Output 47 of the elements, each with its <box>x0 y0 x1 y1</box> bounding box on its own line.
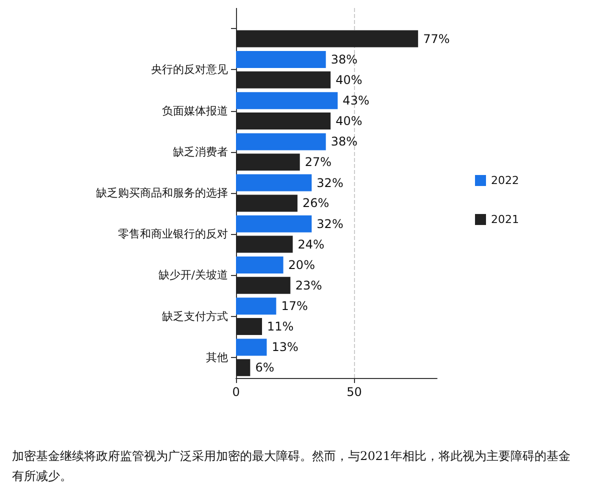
bar <box>236 112 331 130</box>
legend-label: 2021 <box>491 213 519 226</box>
data-label: 32% <box>316 176 344 190</box>
data-label: 27% <box>304 155 332 170</box>
y-tick-label: 缺乏消费者 <box>173 145 228 158</box>
bar <box>236 298 276 315</box>
data-label: 40% <box>336 114 362 128</box>
y-tick-label: 零售和商业银行的反对 <box>118 228 228 241</box>
y-tick-label: 央行的反对意见 <box>151 63 228 76</box>
data-label: 23% <box>295 278 322 292</box>
bar <box>236 71 331 88</box>
y-tick-label: 缺乏支付方式 <box>162 310 228 323</box>
bar <box>236 215 312 232</box>
data-label: 26% <box>302 196 330 210</box>
data-label: 38% <box>330 52 358 66</box>
x-tick-label: 0 <box>232 385 240 399</box>
bar <box>236 174 312 192</box>
bar <box>236 154 300 171</box>
bar <box>236 276 290 294</box>
bar <box>236 92 338 110</box>
legend-label: 2022 <box>491 174 519 187</box>
bar <box>236 256 284 274</box>
y-tick-label: 缺少开/关坡道 <box>158 268 228 282</box>
data-label: 24% <box>298 237 324 252</box>
bar <box>236 50 326 68</box>
data-label: 38% <box>330 134 358 149</box>
data-label: 32% <box>316 216 344 231</box>
data-label: 17% <box>281 299 308 314</box>
bar <box>236 318 262 336</box>
y-tick-label: 其他 <box>206 350 228 364</box>
bar <box>236 30 418 48</box>
bar <box>236 359 250 376</box>
text: 加密基金继续将政府监管视为广泛采用加密的最大障碍。然而，与2021年相比，将此视为主要障碍的基金有所减少。 <box>12 449 571 483</box>
data-label: 13% <box>272 340 298 354</box>
bar <box>236 338 267 356</box>
data-label: 43% <box>342 94 370 108</box>
y-tick-label: 缺乏购买商品和服务的选择 <box>96 186 228 200</box>
data-label: 40% <box>336 72 362 87</box>
data-label: 6% <box>255 360 274 375</box>
bar <box>236 236 293 253</box>
y-tick-label: 负面媒体报道 <box>162 104 228 118</box>
x-tick-label: 50 <box>346 385 362 399</box>
data-label: 20% <box>288 258 315 272</box>
data-label: 77% <box>423 32 450 46</box>
data-label: 11% <box>267 320 294 334</box>
bar <box>236 194 298 212</box>
bar <box>236 133 326 150</box>
